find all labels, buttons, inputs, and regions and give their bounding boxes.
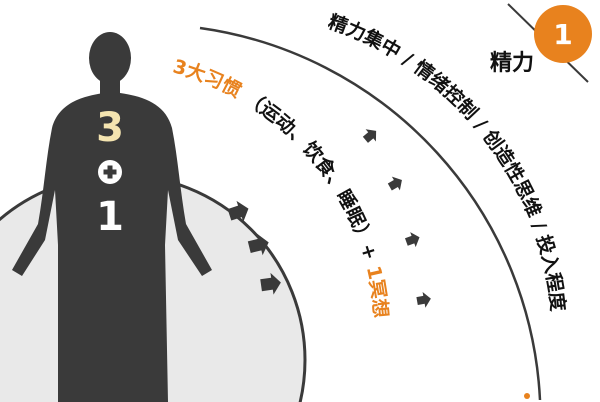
- outer-arc-line: [199, 26, 542, 401]
- arrow-icon: [404, 232, 420, 248]
- badge-label: 精力: [490, 50, 534, 76]
- figure-number-one: 1: [96, 194, 124, 240]
- arrow-icon: [362, 129, 377, 143]
- arrow-icon: [227, 200, 249, 222]
- arrows-inner-group: [227, 200, 281, 295]
- arrow-icon: [260, 272, 281, 295]
- arrow-icon: [387, 176, 402, 191]
- inner-arc-highlight: 3大习惯: [171, 56, 246, 103]
- plus-icon: [103, 165, 117, 179]
- inner-arc-tail: 1冥想: [362, 264, 393, 319]
- figure-head: [89, 32, 131, 84]
- badge-number: 1: [553, 18, 572, 51]
- arrow-icon: [416, 291, 431, 308]
- accent-dot: [524, 393, 530, 399]
- figure-number-three: 3: [96, 105, 124, 151]
- figure-body: [12, 92, 212, 402]
- inner-arc-label: （运动、饮食、睡眠）+: [240, 86, 381, 263]
- arrows-outer-group: [362, 129, 431, 308]
- corner-badge: 1 精力: [490, 3, 592, 83]
- human-figure: [12, 32, 212, 402]
- arrow-icon: [247, 233, 269, 256]
- badge-circle: [534, 5, 592, 63]
